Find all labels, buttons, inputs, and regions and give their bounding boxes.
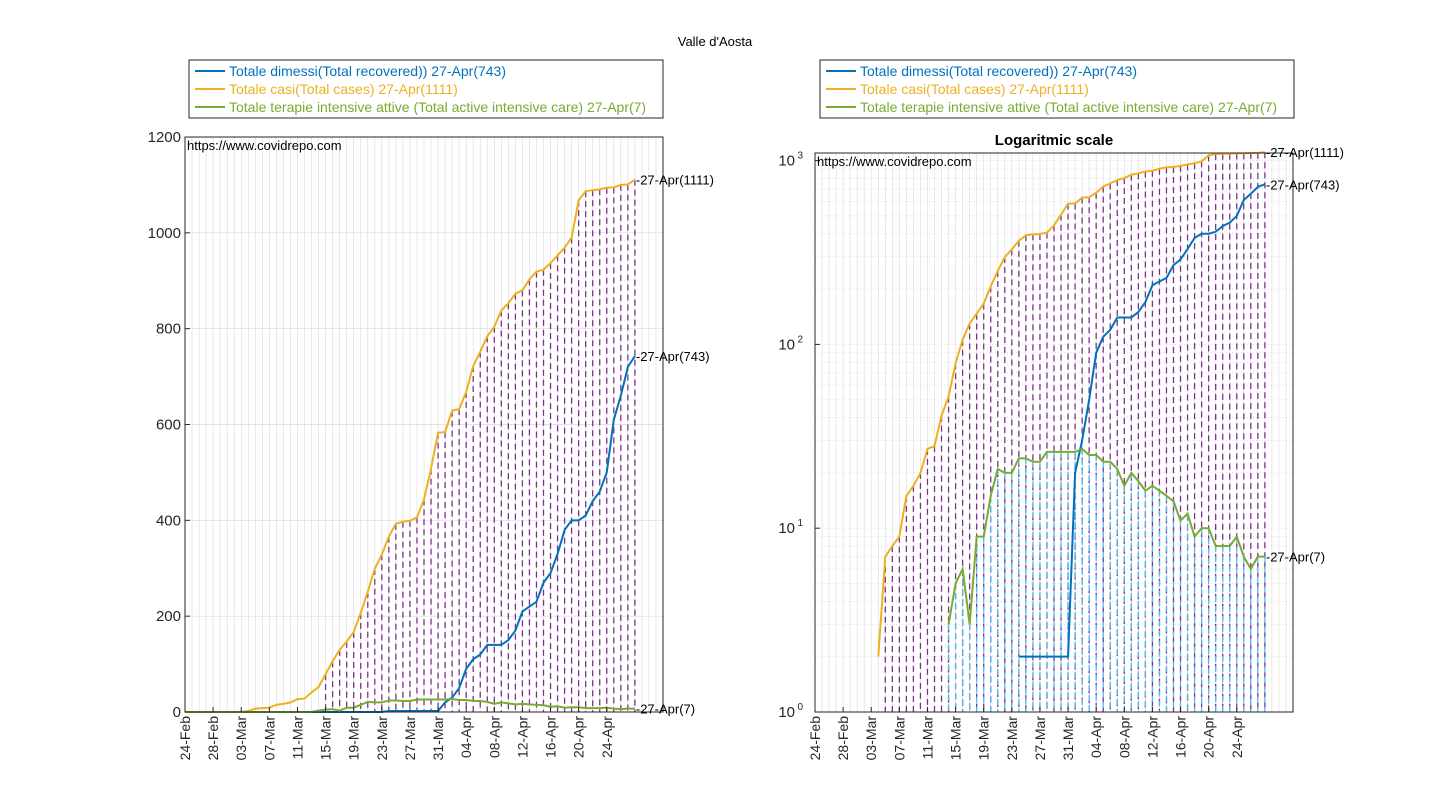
- linear-chart: 0 200 400 600 800 1000 1200 24-Feb 28-Feb 03-Mar…: [148, 129, 714, 760]
- legend-left: Totale dimessi(Total recovered)) 27-Apr(…: [188, 59, 664, 119]
- x-tick-label: 08-Apr: [486, 716, 502, 758]
- y-tick-exponent: 1: [797, 518, 803, 529]
- x-tick-label: 16-Apr: [543, 716, 559, 758]
- legend-label: Totale dimessi(Total recovered)) 27-Apr(…: [229, 63, 506, 79]
- y-tick-label: 10: [778, 153, 795, 170]
- x-tick-label: 24-Feb: [177, 716, 193, 761]
- cases-end-label: -27-Apr(1111): [636, 173, 714, 188]
- x-tick-label: 24-Apr: [599, 716, 615, 758]
- linear-grid: [184, 137, 664, 712]
- log-x-ticks: 24-Feb 28-Feb 03-Mar 07-Mar 11-Mar 15-Mar 19-M…: [807, 707, 1245, 760]
- x-tick-label: 28-Feb: [205, 716, 221, 761]
- y-tick-label: 0: [173, 704, 181, 721]
- x-tick-label: 12-Apr: [514, 716, 530, 758]
- icu-end-label: -27-Apr(7): [1266, 550, 1325, 565]
- y-tick-exponent: 3: [797, 151, 803, 162]
- x-tick-label: 12-Apr: [1144, 716, 1160, 758]
- x-tick-label: 31-Mar: [1060, 716, 1076, 761]
- y-tick-label: 1000: [148, 225, 181, 242]
- x-tick-label: 20-Apr: [1201, 716, 1217, 758]
- recovered-end-label: -27-Apr(743): [1266, 177, 1340, 192]
- linear-y-ticks: 0 200 400 600 800 1000 1200: [148, 129, 190, 721]
- figure-title: Valle d'Aosta: [678, 34, 753, 49]
- x-tick-label: 15-Mar: [318, 716, 334, 761]
- log-series: [877, 151, 1266, 658]
- x-tick-label: 31-Mar: [430, 716, 446, 761]
- cases-end-label: -27-Apr(1111): [1266, 145, 1344, 160]
- y-tick-label: 10: [778, 336, 795, 353]
- x-tick-label: 24-Apr: [1229, 716, 1245, 758]
- icu-series-line: [947, 447, 1265, 625]
- x-tick-label: 27-Mar: [1032, 716, 1048, 761]
- y-tick-label: 1200: [148, 129, 181, 146]
- linear-watermark: https://www.covidrepo.com: [187, 138, 342, 153]
- y-tick-label: 800: [156, 321, 181, 338]
- recovered-end-label: -27-Apr(743): [636, 349, 710, 364]
- icu-end-label: -27-Apr(7): [636, 702, 695, 717]
- linear-vertical-markers: [324, 179, 636, 712]
- x-tick-label: 19-Mar: [346, 716, 362, 761]
- log-vertical-markers: [884, 152, 1266, 712]
- legend-label: Totale casi(Total cases) 27-Apr(1111): [860, 81, 1089, 97]
- x-tick-label: 16-Apr: [1173, 716, 1189, 758]
- legend-box: [819, 59, 1295, 119]
- y-tick-label: 600: [156, 417, 181, 434]
- y-tick-exponent: 2: [797, 334, 803, 345]
- x-tick-label: 28-Feb: [835, 716, 851, 761]
- x-tick-label: 08-Apr: [1116, 716, 1132, 758]
- x-tick-label: 27-Mar: [402, 716, 418, 761]
- x-tick-label: 19-Mar: [976, 716, 992, 761]
- x-tick-label: 15-Mar: [948, 716, 964, 761]
- log-end-labels: -27-Apr(743) -27-Apr(1111) -27-Apr(7): [1266, 145, 1344, 564]
- log-axes-box: [814, 152, 1294, 713]
- x-tick-label: 07-Mar: [261, 716, 277, 761]
- x-tick-label: 04-Apr: [458, 716, 474, 758]
- x-tick-label: 11-Mar: [289, 716, 305, 760]
- linear-end-labels: -27-Apr(743) -27-Apr(1111) -27-Apr(7): [636, 173, 714, 717]
- linear-x-ticks: 24-Feb 28-Feb 03-Mar 07-Mar 11-Mar 15-Mar 19-M…: [177, 707, 615, 760]
- legend-label: Totale casi(Total cases) 27-Apr(1111): [229, 81, 458, 97]
- x-tick-label: 24-Feb: [807, 716, 823, 761]
- x-tick-label: 20-Apr: [571, 716, 587, 758]
- x-tick-label: 23-Mar: [374, 716, 390, 761]
- log-chart-title: Logaritmic scale: [995, 132, 1113, 149]
- legend-right: Totale dimessi(Total recovered)) 27-Apr(…: [819, 59, 1295, 119]
- x-tick-label: 04-Apr: [1088, 716, 1104, 758]
- cases-series-line: [877, 151, 1265, 657]
- legend-label: Totale terapie intensive attive (Total a…: [860, 99, 1277, 115]
- legend-label: Totale terapie intensive attive (Total a…: [229, 99, 646, 115]
- y-tick-label: 400: [156, 512, 181, 529]
- legend-box: [188, 59, 664, 119]
- x-tick-label: 23-Mar: [1004, 716, 1020, 761]
- legend-label: Totale dimessi(Total recovered)) 27-Apr(…: [860, 63, 1137, 79]
- x-tick-label: 11-Mar: [919, 716, 935, 760]
- y-tick-label: 200: [156, 608, 181, 625]
- y-tick-label: 10: [778, 704, 795, 721]
- x-tick-label: 03-Mar: [233, 716, 249, 761]
- log-watermark: https://www.covidrepo.com: [817, 154, 972, 169]
- x-tick-label: 03-Mar: [863, 716, 879, 761]
- x-tick-label: 07-Mar: [891, 716, 907, 761]
- recovered-series-line: [1018, 183, 1266, 658]
- cases-series-line: [185, 178, 636, 713]
- y-tick-label: 10: [778, 520, 795, 537]
- y-tick-exponent: 0: [797, 702, 803, 713]
